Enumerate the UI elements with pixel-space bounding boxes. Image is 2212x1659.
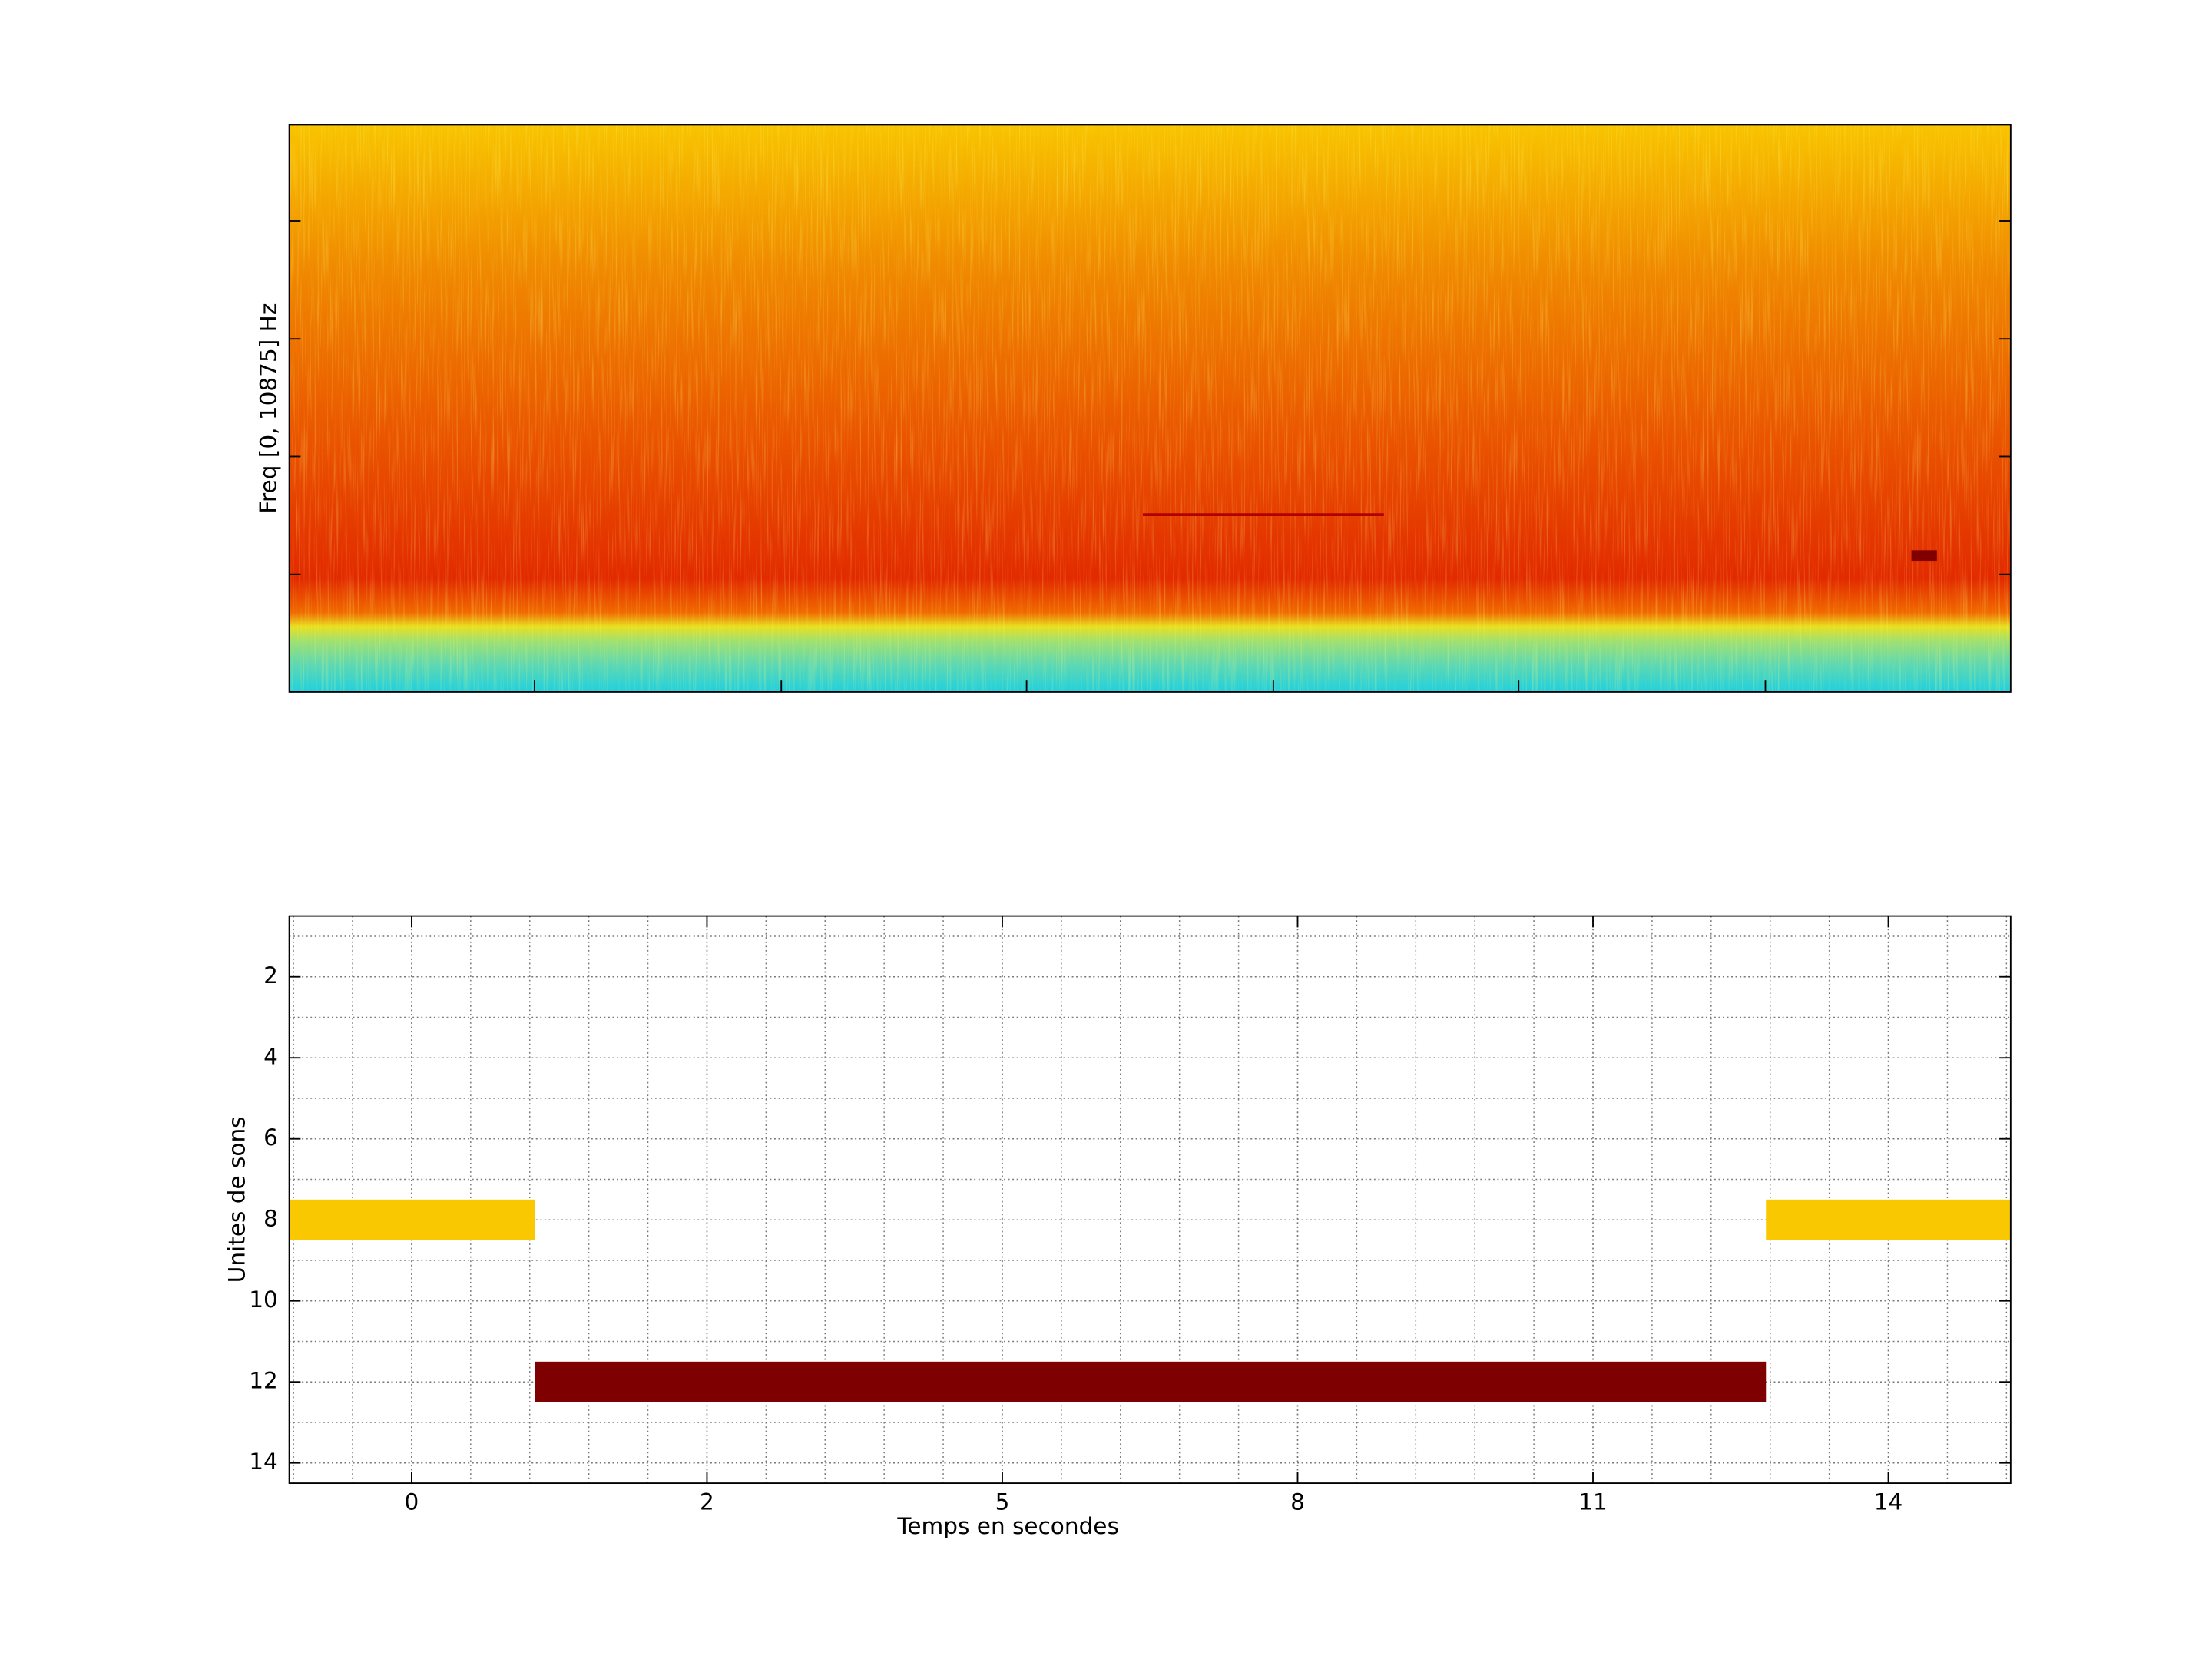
y-axis-label: Freq [0, 10875] Hz [255,303,281,514]
x-tick-label: 8 [1290,1488,1305,1515]
x-tick-label: 14 [1874,1488,1903,1515]
x-tick-label: 11 [1578,1488,1608,1515]
sound-units-axes: 0 2 5 8 11 14 2 4 6 8 10 12 14 Temps en secondes Unite… [224,915,2012,1539]
y-tick-label: 12 [249,1368,278,1394]
y-tick-label: 2 [263,962,278,988]
y-axis-label: Unites de sons [224,1116,250,1283]
spectrogram-axes: Freq [0, 10875] Hz [255,124,2012,693]
axis-ticks [289,220,2011,692]
bar [1766,1199,2011,1240]
axes-frame [288,124,2012,693]
y-tick-label: 6 [263,1124,278,1151]
y-tick-label: 4 [263,1044,278,1070]
y-tick-label: 8 [263,1206,278,1232]
axes-frame [288,915,2012,1485]
x-tick-label: 0 [405,1488,419,1515]
y-tick-label: 14 [249,1449,278,1475]
spectrogram-texture [289,124,2011,692]
bar [289,1199,535,1240]
x-tick-label: 5 [995,1488,1010,1515]
x-tick-label: 2 [700,1488,714,1515]
spectrogram-feature [1911,550,1937,562]
y-tick-label: 10 [249,1286,278,1313]
bar [535,1361,1767,1402]
x-axis-label: Temps en secondes [896,1513,1118,1539]
